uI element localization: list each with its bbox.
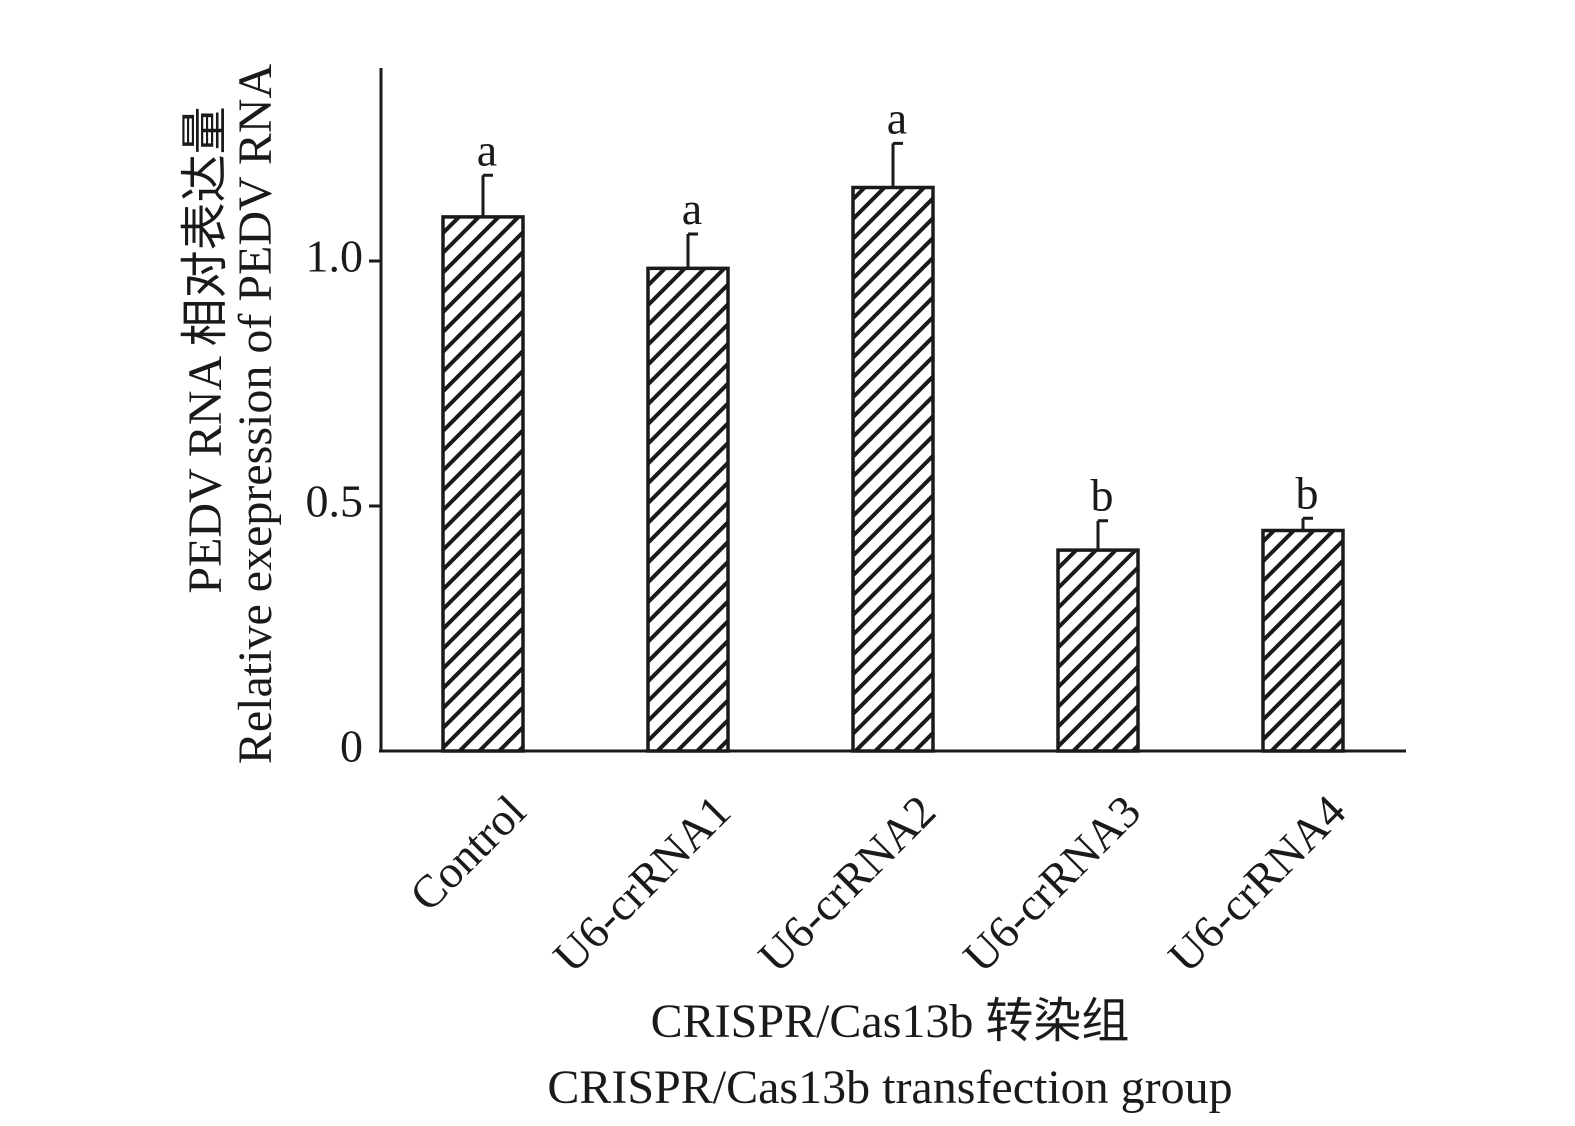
category-label-u6-crrna1: U6-crRNA1: [543, 785, 740, 982]
significance-label-u6-crrna2: a: [887, 92, 907, 143]
x-axis-title-cn: CRISPR/Cas13b 转染组: [651, 995, 1130, 1048]
category-label-u6-crrna3: U6-crRNA3: [953, 785, 1150, 982]
category-label-u6-crrna2: U6-crRNA2: [748, 785, 945, 982]
significance-label-u6-crrna4: b: [1296, 467, 1319, 518]
category-label-control: Control: [400, 785, 535, 920]
y-tick-label: 0: [340, 721, 363, 772]
error-bar-u6-crrna1: [686, 232, 698, 269]
category-labels-layer: Control U6-crRNA1 U6-crRNA2 U6-crRNA3 U6-crR…: [400, 785, 1355, 982]
bar-control: [441, 215, 525, 753]
category-label-u6-crrna4: U6-crRNA4: [1158, 785, 1355, 982]
y-tick-label: 1.0: [306, 231, 364, 282]
error-bar-control: [481, 173, 493, 217]
y-tick-label: 0.5: [306, 476, 364, 527]
significance-label-u6-crrna1: a: [682, 183, 702, 234]
bar-u6-crrna1: [646, 266, 730, 753]
error-bars-layer: [481, 141, 1313, 551]
bars-layer: [441, 185, 1345, 753]
y-axis-title-cn: PEDV RNA 相对表达量: [179, 106, 232, 593]
bar-u6-crrna4: [1261, 528, 1345, 753]
x-axis-title-en: CRISPR/Cas13b transfection group: [547, 1061, 1232, 1114]
significance-label-control: a: [477, 124, 497, 175]
bar-u6-crrna2: [851, 185, 935, 753]
significance-labels-layer: a a a b b: [477, 92, 1319, 520]
y-axis-title-en: Relative exepression of PEDV RNA: [229, 64, 282, 765]
y-ticks-layer: 0 0.5 1.0: [306, 231, 381, 772]
error-bar-u6-crrna3: [1096, 519, 1108, 551]
significance-label-u6-crrna3: b: [1091, 470, 1114, 521]
bar-u6-crrna3: [1056, 548, 1140, 753]
error-bar-u6-crrna2: [891, 141, 903, 188]
error-bar-u6-crrna4: [1301, 516, 1313, 531]
